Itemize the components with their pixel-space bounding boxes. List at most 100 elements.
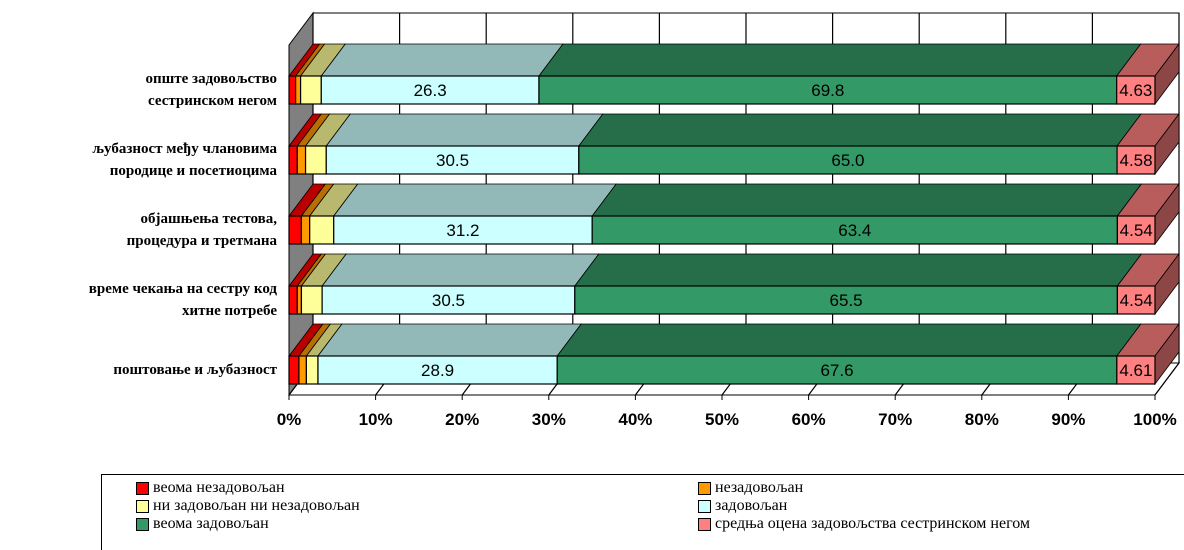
bar-segment [574, 285, 1118, 315]
legend-label-dissatisfied: незадовољан [715, 479, 804, 496]
bar-segment [321, 285, 576, 315]
floor-gridline-10 [1154, 362, 1180, 396]
bar-row: 26.3 69.8 4.63 опште задовољство сестринском… [145, 42, 1180, 109]
bar-top-face [320, 43, 564, 77]
legend-label-very-satisfied: веома задовољан [153, 515, 269, 532]
bar-top-face [317, 323, 583, 357]
bar-segment [300, 285, 323, 315]
x-tick-label: 60% [792, 410, 826, 429]
x-tick-label: 20% [445, 410, 479, 429]
bar-segment [309, 215, 335, 245]
bar-segment [1116, 75, 1156, 105]
x-tick-label: 0% [277, 410, 302, 429]
bar-segment [288, 145, 298, 175]
bar-segment [591, 215, 1118, 245]
legend-label-satisfied: задовољан [715, 497, 788, 514]
legend-swatch-satisfied [698, 499, 711, 513]
bar-segment [304, 145, 327, 175]
chart-canvas: 0% 10% 20% 30% 40% 50% 60% 70% 80% 90% 100% 26.3 69.… [89, 11, 1180, 429]
data-label: 69.8 [811, 81, 844, 100]
bar-top-face [325, 113, 604, 147]
bar-segment [300, 215, 311, 245]
category-label: процедура и третмана [127, 233, 278, 249]
bar-top-face [578, 113, 1142, 147]
x-tick-label: 80% [965, 410, 999, 429]
x-tick-label: 100% [1133, 410, 1176, 429]
data-label: 31.2 [446, 221, 479, 240]
data-label: 4.54 [1120, 291, 1153, 310]
bar-segment [296, 285, 303, 315]
bar-segment [288, 355, 300, 385]
category-label: љубазност међу члановима [92, 141, 277, 157]
bar-segment [299, 75, 322, 105]
bar-top-face [573, 253, 1143, 287]
data-label: 65.0 [831, 151, 864, 170]
data-label: 4.54 [1120, 221, 1153, 240]
data-label: 4.58 [1119, 151, 1152, 170]
bar-segment [320, 75, 540, 105]
x-tick-label: 90% [1051, 410, 1085, 429]
data-label: 28.9 [421, 361, 454, 380]
bar-top-face [332, 183, 617, 217]
legend-swatch-neutral [136, 499, 149, 513]
legend-item-dissatisfied: незадовољан [698, 479, 803, 497]
bar-segment [538, 75, 1118, 105]
data-label: 30.5 [432, 291, 465, 310]
category-label: опште задовољство [145, 71, 277, 87]
legend-item-mean-score: средња оцена задовољства сестринском нег… [698, 515, 1030, 533]
bar-segment [288, 285, 298, 315]
bar-segment [298, 355, 307, 385]
category-label: хитне потребе [182, 303, 277, 319]
legend-label-very-dissatisfied: веома незадовољан [153, 479, 285, 496]
bar-top-face [591, 183, 1143, 217]
legend-item-satisfied: задовољан [698, 497, 787, 515]
bar-row: 30.5 65.5 4.54 време чекања на сестру код хи… [89, 252, 1180, 319]
category-label: породице и посетиоцима [110, 163, 278, 179]
x-tick-label: 50% [705, 410, 739, 429]
bar-segment [1116, 285, 1156, 315]
legend-swatch-dissatisfied [698, 481, 711, 495]
x-tick-label: 40% [618, 410, 652, 429]
data-label: 4.63 [1119, 81, 1152, 100]
bar-segment [296, 145, 307, 175]
data-label: 65.5 [830, 291, 863, 310]
bar-segment [325, 145, 580, 175]
legend-swatch-very-satisfied [136, 517, 149, 531]
category-label: сестринском негом [148, 93, 277, 109]
category-label: поштовање и љубазност [113, 362, 277, 378]
bar-segment [295, 75, 302, 105]
bar-top-face [538, 43, 1142, 77]
legend-label-mean-score: средња оцена задовољства сестринском нег… [715, 515, 1031, 532]
legend-label-neutral: ни задовољан ни незадовољан [153, 497, 360, 514]
bar-segment [1116, 215, 1156, 245]
bar-segment [288, 75, 297, 105]
category-label: време чекања на сестру код [89, 281, 278, 297]
chart-legend: веома незадовољан ни задовољан ни незадо… [101, 474, 1184, 550]
data-label: 4.61 [1119, 361, 1152, 380]
x-tick-label: 70% [878, 410, 912, 429]
data-label: 30.5 [436, 151, 469, 170]
bar-top-face [556, 323, 1142, 357]
bar-segment [556, 355, 1118, 385]
x-tick-label: 10% [359, 410, 393, 429]
legend-swatch-very-dissatisfied [136, 481, 149, 495]
bar-row: 30.5 65.0 4.58 љубазност међу члановима поро… [92, 112, 1180, 179]
legend-item-very-satisfied: веома задовољан [136, 515, 269, 533]
legend-swatch-mean-score [698, 517, 711, 531]
bar-row: 31.2 63.4 4.54 објашњења тестова, процедура … [127, 182, 1180, 249]
bar-segment [305, 355, 319, 385]
category-label: објашњења тестова, [141, 211, 278, 227]
bar-segment [1116, 145, 1156, 175]
bar-segment [1116, 355, 1156, 385]
bar-segment [317, 355, 558, 385]
data-label: 26.3 [414, 81, 447, 100]
bar-top-face [321, 253, 600, 287]
legend-item-neutral: ни задовољан ни незадовољан [136, 497, 360, 515]
bar-row: 28.9 67.6 4.61 поштовање и љубазност [113, 322, 1180, 386]
data-label: 67.6 [820, 361, 853, 380]
legend-item-very-dissatisfied: веома незадовољан [136, 479, 285, 497]
data-label: 63.4 [838, 221, 871, 240]
bar-segment [333, 215, 593, 245]
bar-segment [288, 215, 303, 245]
